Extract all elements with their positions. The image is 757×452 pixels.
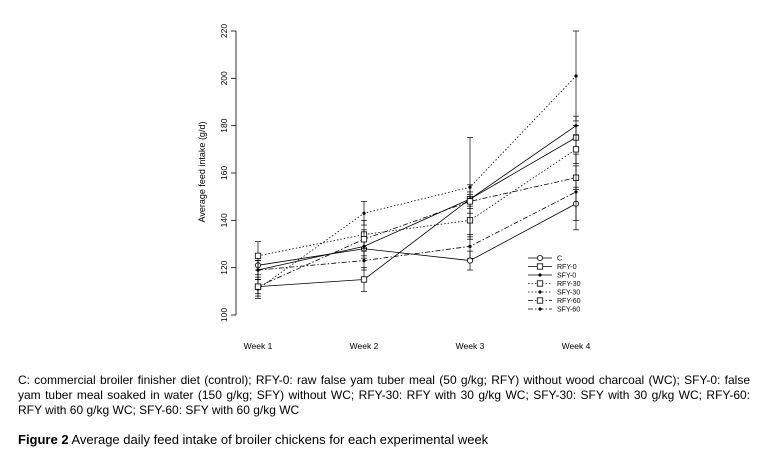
figure-label: Figure 2 — [18, 432, 69, 447]
data-point — [466, 257, 473, 264]
y-tick-label: 200 — [219, 71, 229, 85]
legend-item: SFY-60 — [528, 307, 580, 314]
data-point — [538, 273, 542, 277]
x-tick-label: Week 2 — [350, 341, 379, 351]
data-point — [362, 211, 366, 215]
data-point — [254, 283, 262, 290]
y-tick-label: 140 — [219, 213, 229, 227]
data-point — [574, 190, 578, 194]
legend-label: RFY-0 — [557, 264, 577, 271]
y-tick-label: 120 — [219, 260, 229, 274]
series-layer — [254, 30, 580, 299]
data-point — [466, 198, 474, 205]
data-point — [537, 254, 544, 261]
legend-item: RFY-60 — [528, 297, 581, 305]
series-line — [257, 125, 577, 271]
series-c — [254, 186, 580, 276]
legend-label: RFY-60 — [557, 298, 581, 305]
legend-label: SFY-0 — [557, 273, 576, 280]
legend-label: SFY-30 — [557, 290, 580, 297]
legend-item: SFY-30 — [528, 290, 580, 297]
data-point — [574, 74, 578, 78]
data-point — [256, 268, 260, 272]
x-axis: Week 1 Week 2 Week 3 Week 4 — [244, 341, 591, 351]
y-tick-label: 180 — [219, 118, 229, 132]
data-point — [254, 252, 262, 259]
data-point — [536, 280, 544, 287]
y-axis-label: Average feed intake (g/d) — [197, 122, 207, 223]
legend-item: RFY-30 — [528, 280, 581, 288]
y-tick-label: 160 — [219, 166, 229, 180]
feed-intake-chart: 100 120 140 160 180 200 220 Week 1 Week 2 Week 3… — [197, 24, 591, 351]
series-rfy-0 — [254, 125, 580, 295]
legend-label: C — [557, 256, 562, 263]
series-line — [257, 203, 577, 266]
legend-label: SFY-60 — [557, 307, 580, 314]
figure-caption: Figure 2 Average daily feed intake of br… — [18, 432, 488, 447]
data-point — [538, 290, 542, 294]
x-tick-label: Week 1 — [244, 341, 273, 351]
x-tick-label: Week 3 — [456, 341, 485, 351]
series-line — [257, 149, 577, 257]
legend-item: RFY-0 — [528, 263, 577, 271]
x-tick-label: Week 4 — [562, 341, 591, 351]
y-axis: 100 120 140 160 180 200 220 — [219, 24, 237, 322]
series-line — [257, 137, 577, 287]
data-point — [536, 263, 544, 270]
data-point — [574, 124, 578, 128]
series-line — [257, 177, 577, 287]
data-point — [538, 307, 542, 311]
y-tick-label: 220 — [219, 24, 229, 38]
data-point — [362, 258, 366, 263]
data-point — [572, 146, 580, 153]
data-point — [360, 236, 368, 243]
series-line — [257, 191, 577, 271]
y-tick-label: 100 — [219, 308, 229, 322]
data-point — [468, 244, 472, 248]
figure-caption-text: Average daily feed intake of broiler chi… — [68, 432, 489, 447]
series-sfy-60 — [255, 153, 579, 280]
data-point — [536, 297, 544, 304]
data-point — [360, 276, 368, 283]
series-rfy-60 — [254, 165, 580, 297]
diet-abbreviation-note: C: commercial broiler finisher diet (con… — [18, 373, 750, 417]
data-point — [468, 185, 472, 189]
legend-item: SFY-0 — [528, 273, 576, 280]
series-line — [257, 75, 577, 290]
legend-label: RFY-30 — [557, 281, 581, 288]
legend-item: C — [528, 254, 562, 263]
series-rfy-30 — [254, 134, 580, 271]
